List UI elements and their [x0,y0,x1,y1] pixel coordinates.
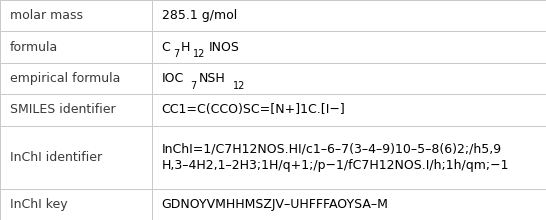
Text: GDNOYVMHHMSZJV–UHFFFAOYSA–M: GDNOYVMHHMSZJV–UHFFFAOYSA–M [162,198,389,211]
Text: IOC: IOC [162,72,184,85]
Text: 12: 12 [233,81,245,91]
Text: C: C [162,41,170,54]
Text: InChI=1/C7H12NOS.HI/c1–6–7(3–4–9)10–5–8(6)2;/h5,9
H,3–4H2,1–2H3;1H/q+1;/p−1/fC7H: InChI=1/C7H12NOS.HI/c1–6–7(3–4–9)10–5–8(… [162,142,509,172]
Text: 7: 7 [191,81,197,91]
Text: CC1=C(CCO)SC=[N+]1C.[I−]: CC1=C(CCO)SC=[N+]1C.[I−] [162,103,346,117]
Text: NSH: NSH [198,72,225,85]
Text: molar mass: molar mass [10,9,83,22]
Text: INOS: INOS [209,41,240,54]
Text: empirical formula: empirical formula [10,72,120,85]
Text: 7: 7 [173,49,179,59]
Text: SMILES identifier: SMILES identifier [10,103,115,117]
Text: InChI identifier: InChI identifier [10,151,102,164]
Text: InChI key: InChI key [10,198,68,211]
Text: 285.1 g/mol: 285.1 g/mol [162,9,237,22]
Text: formula: formula [10,41,58,54]
Text: 12: 12 [193,49,205,59]
Text: H: H [181,41,191,54]
